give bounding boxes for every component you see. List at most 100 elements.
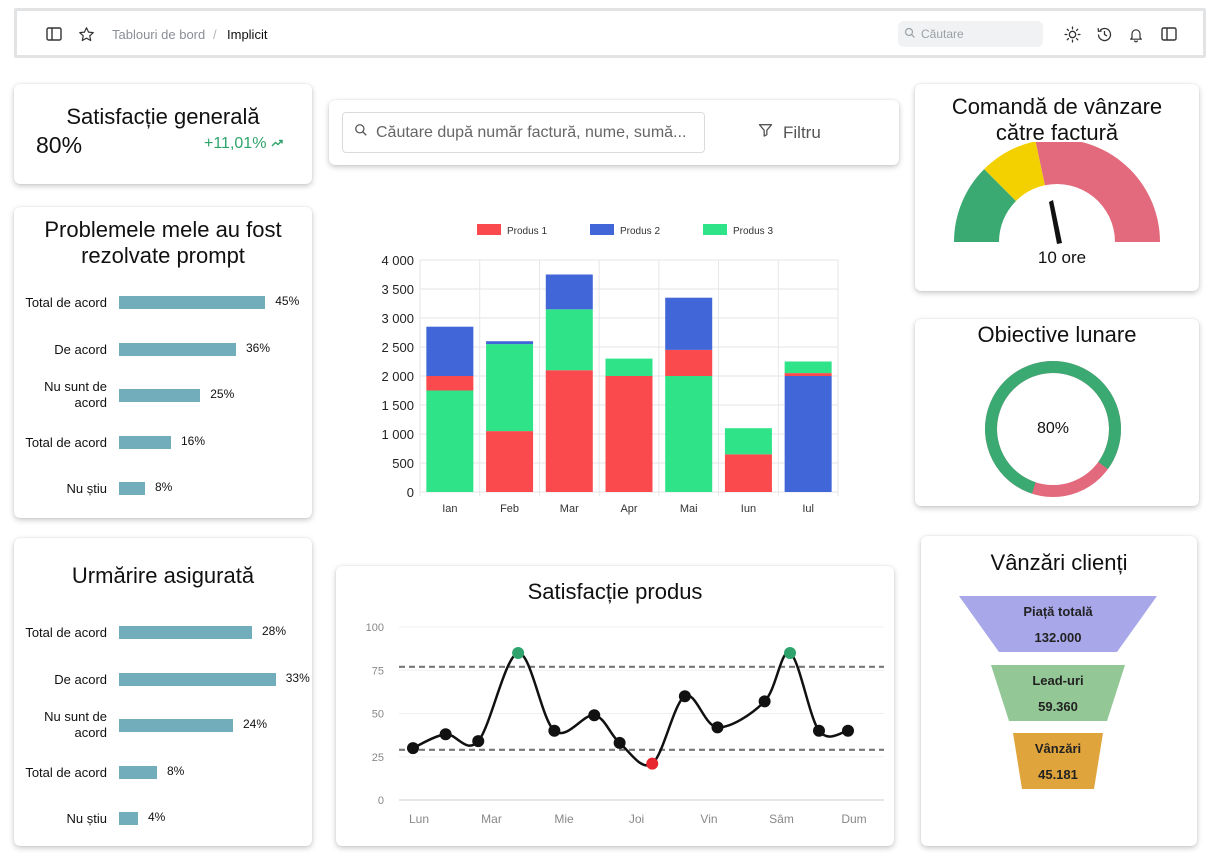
- y-tick-label: 100: [366, 622, 384, 634]
- gauge-title: Comandă de vânzare către factură: [915, 94, 1199, 146]
- x-tick-label: Apr: [620, 503, 637, 515]
- bar-value-label: 24%: [243, 717, 268, 731]
- breadcrumb-current[interactable]: Implicit: [227, 27, 268, 42]
- y-tick-label: 2 000: [381, 369, 414, 384]
- x-tick-label: Mai: [680, 503, 698, 515]
- y-tick-label: 3 000: [381, 311, 414, 326]
- search-input[interactable]: Căutare: [898, 21, 1043, 47]
- gauge-value: 10 ore: [1037, 248, 1087, 267]
- y-tick-label: 0: [407, 485, 414, 500]
- funnel-stage: [1013, 733, 1103, 789]
- data-point: [512, 646, 525, 659]
- bar-label-line1: Nu sunt de: [44, 379, 107, 394]
- y-tick-label: 500: [392, 456, 414, 471]
- y-tick-label: 50: [372, 709, 384, 721]
- bar-label: Nu sunt de acord: [44, 709, 107, 741]
- y-tick-label: 1 000: [381, 427, 414, 442]
- history-icon[interactable]: [1095, 25, 1113, 43]
- monthly-goals-donut: [985, 361, 1121, 497]
- resolved-title-line2: rezolvate prompt: [81, 243, 245, 268]
- bar-segment: [486, 341, 534, 345]
- data-point: [678, 690, 691, 703]
- bar-value-label: 8%: [167, 763, 185, 778]
- bar-row: Total de acord 45%: [14, 287, 312, 317]
- y-tick-label: 75: [372, 665, 384, 677]
- breadcrumb-parent[interactable]: Tablouri de bord: [112, 27, 206, 42]
- trend-up-icon: [271, 135, 284, 153]
- change-text: +11,01%: [204, 135, 267, 152]
- data-point: [439, 728, 452, 741]
- star-icon[interactable]: [77, 25, 95, 43]
- y-tick-label: 2 500: [381, 340, 414, 355]
- bar-segment: [784, 376, 832, 492]
- x-tick-label: Mar: [560, 503, 579, 515]
- sales-order-gauge-card: Comandă de vânzare către factură 10 ore: [915, 84, 1199, 291]
- legend-label: Produs 1: [507, 226, 547, 237]
- monthly-goals-title: Obiective lunare: [977, 322, 1137, 347]
- bar-segment: [724, 428, 772, 455]
- bar-segment: [545, 370, 593, 492]
- bar: [119, 719, 233, 732]
- data-point: [646, 757, 659, 770]
- bar-segment: [426, 390, 474, 492]
- product-satisfaction-line-chart: 0 25 50 75 100 Lun Mar Mie Joi Vin Sâm Dum: [366, 622, 884, 826]
- bar-row: Total de acord 28%: [14, 617, 312, 647]
- data-point: [813, 724, 825, 737]
- bell-icon[interactable]: [1127, 25, 1145, 43]
- invoice-search-card: Căutare după număr factură, nume, sumă..…: [329, 100, 899, 165]
- bar-segment: [486, 344, 534, 432]
- x-tick-label: Iun: [741, 503, 756, 515]
- donut-progress: [985, 361, 1121, 497]
- gauge-needle: [1049, 200, 1062, 244]
- funnel-stage-value: 59.360: [1038, 699, 1078, 714]
- bar-row: Nu sunt de acord 24%: [14, 709, 312, 741]
- data-point: [588, 709, 601, 722]
- legend-label: Produs 3: [733, 226, 773, 237]
- funnel-stage-label: Vânzări: [1035, 741, 1081, 756]
- bar-label: De acord: [54, 341, 107, 357]
- gauge-arc: [954, 142, 1160, 244]
- bar-value-label: 8%: [155, 480, 173, 494]
- breadcrumb-separator: /: [213, 27, 217, 42]
- data-point: [711, 721, 724, 734]
- bar-value-label: 36%: [246, 340, 271, 355]
- sun-icon[interactable]: [1063, 25, 1081, 43]
- bar-label-line2: acord: [74, 395, 107, 410]
- gauge-title-line1: Comandă de vânzare: [951, 94, 1163, 119]
- sidebar-toggle-icon[interactable]: [45, 25, 63, 43]
- funnel-stage: [991, 665, 1125, 721]
- product-satisfaction-title: Satisfacție produs: [527, 579, 703, 604]
- stacked-bar-chart: Produs 1 Produs 2 Produs 3 0 500 1 000 1 500 2 …: [381, 224, 839, 515]
- bar: [119, 389, 201, 402]
- bar-value-label: 33%: [285, 670, 310, 685]
- x-tick-label: Feb: [500, 503, 519, 515]
- data-point: [548, 724, 561, 737]
- customer-sales-title: Vânzări clienți: [990, 550, 1128, 575]
- filter-label: Filtru: [783, 122, 821, 142]
- panel-icon[interactable]: [1160, 25, 1178, 43]
- invoice-search-placeholder: Căutare după număr factură, nume, sumă..…: [376, 123, 687, 141]
- invoice-search-input[interactable]: Căutare după număr factură, nume, sumă..…: [342, 112, 705, 153]
- funnel-stage-value: 45.181: [1038, 767, 1078, 782]
- resolved-issues-card: Problemele mele au fost rezolvate prompt…: [14, 207, 312, 518]
- bar: [119, 482, 145, 495]
- gauge-segment: [984, 142, 1045, 201]
- overall-satisfaction-value: 80%: [36, 132, 83, 158]
- bar-segment: [545, 274, 593, 310]
- legend-swatch: [477, 224, 501, 235]
- product-satisfaction-card: Satisfacție produs 0 25 50 75 100 Lun Mar Mie Jo…: [336, 566, 894, 846]
- bar-label: Nu știu: [66, 811, 107, 826]
- gauge-segment: [954, 169, 1016, 242]
- bar-value-label: 25%: [210, 387, 235, 401]
- bar: [119, 296, 266, 309]
- insurance-card: Urmărire asigurată Total de acord 28% De a…: [14, 538, 312, 846]
- bar-row: Nu știu 8%: [14, 473, 312, 503]
- top-bar: Tablouri de bord / Implicit Căutare: [14, 8, 1206, 58]
- bar-segment: [545, 309, 593, 371]
- bar-label: Total de acord: [25, 625, 107, 640]
- filter-button[interactable]: Filtru: [757, 122, 821, 143]
- bar-segment: [724, 454, 772, 492]
- data-point: [758, 695, 771, 708]
- bar-label: Total de acord: [25, 434, 107, 450]
- bar: [119, 765, 157, 779]
